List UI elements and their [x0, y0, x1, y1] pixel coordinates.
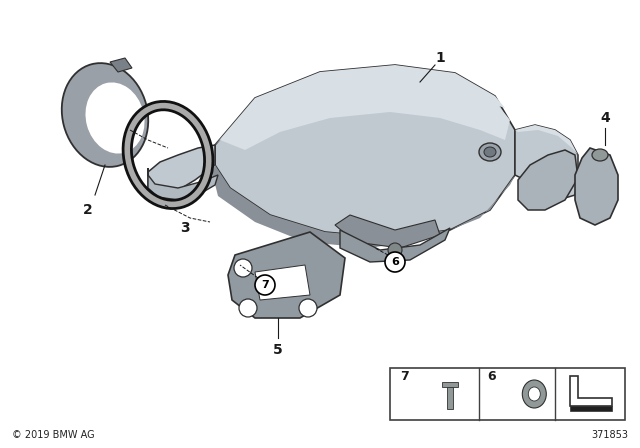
Polygon shape — [212, 165, 515, 248]
Text: 5: 5 — [273, 343, 283, 357]
Bar — [390, 368, 625, 420]
Text: 6: 6 — [487, 370, 496, 383]
Polygon shape — [255, 265, 310, 300]
Bar — [447, 387, 453, 409]
Circle shape — [239, 299, 257, 317]
Polygon shape — [515, 125, 578, 155]
Circle shape — [299, 299, 317, 317]
Ellipse shape — [484, 147, 496, 157]
Text: 371853: 371853 — [591, 430, 628, 440]
Text: 7: 7 — [400, 370, 409, 383]
Polygon shape — [442, 382, 458, 387]
Ellipse shape — [86, 82, 145, 154]
Circle shape — [234, 259, 252, 277]
Polygon shape — [215, 65, 515, 238]
Polygon shape — [148, 168, 218, 200]
Polygon shape — [575, 148, 618, 225]
Polygon shape — [215, 65, 505, 145]
Circle shape — [385, 252, 405, 272]
Polygon shape — [228, 232, 345, 318]
Text: 6: 6 — [391, 257, 399, 267]
Polygon shape — [335, 215, 440, 248]
Text: 2: 2 — [83, 203, 93, 217]
Bar — [570, 406, 611, 411]
Ellipse shape — [592, 149, 608, 161]
Polygon shape — [110, 58, 132, 72]
Text: 4: 4 — [600, 111, 610, 125]
Text: 7: 7 — [261, 280, 269, 290]
Text: 1: 1 — [435, 51, 445, 65]
Polygon shape — [518, 150, 578, 210]
Ellipse shape — [61, 63, 148, 167]
Ellipse shape — [522, 380, 547, 408]
Circle shape — [255, 275, 275, 295]
Ellipse shape — [479, 143, 501, 161]
Ellipse shape — [528, 387, 540, 401]
Text: 3: 3 — [180, 221, 190, 235]
Polygon shape — [340, 228, 450, 262]
Polygon shape — [515, 125, 578, 198]
Polygon shape — [220, 68, 510, 150]
Polygon shape — [148, 145, 215, 195]
Circle shape — [388, 243, 402, 257]
Text: © 2019 BMW AG: © 2019 BMW AG — [12, 430, 95, 440]
